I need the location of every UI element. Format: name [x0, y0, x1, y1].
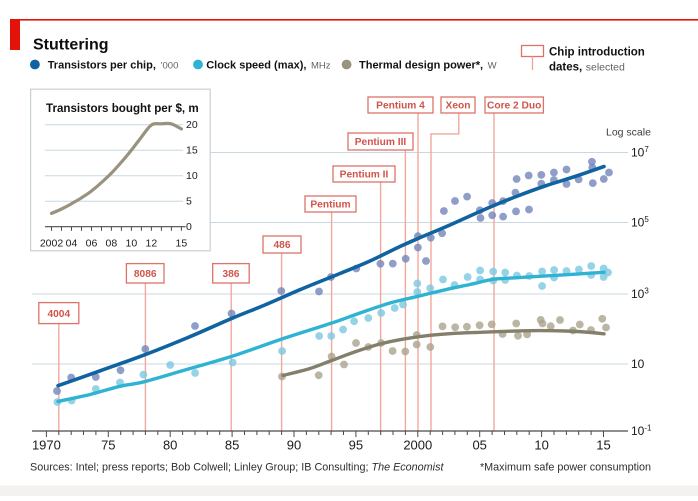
svg-text:486: 486 — [274, 240, 291, 251]
svg-text:05: 05 — [472, 438, 486, 453]
svg-text:Pentium II: Pentium II — [340, 170, 389, 181]
svg-text:4004: 4004 — [47, 309, 70, 320]
svg-text:Xeon: Xeon — [446, 101, 471, 112]
svg-text:12: 12 — [146, 238, 158, 250]
svg-text:15: 15 — [186, 145, 198, 157]
svg-text:*Maximum safe power consumptio: *Maximum safe power consumption — [480, 462, 651, 474]
svg-text:75: 75 — [101, 438, 115, 453]
svg-text:Pentium 4: Pentium 4 — [376, 101, 425, 112]
svg-text:95: 95 — [349, 438, 363, 453]
svg-text:80: 80 — [163, 438, 177, 453]
svg-text:10: 10 — [126, 238, 138, 250]
svg-text:15: 15 — [176, 238, 188, 250]
svg-text:Transistors bought per $, m: Transistors bought per $, m — [46, 102, 199, 115]
svg-text:10: 10 — [534, 438, 548, 453]
svg-text:2002: 2002 — [40, 238, 64, 250]
svg-text:10: 10 — [186, 170, 198, 182]
svg-text:15: 15 — [596, 438, 610, 453]
svg-text:85: 85 — [225, 438, 239, 453]
svg-text:Sources: Intel; press reports;: Sources: Intel; press reports; Bob Colwe… — [30, 462, 444, 474]
svg-text:Chip introduction: Chip introduction — [549, 47, 645, 59]
svg-text:Core 2 Duo: Core 2 Duo — [487, 101, 541, 112]
svg-text:Log scale: Log scale — [606, 127, 651, 139]
svg-text:Clock speed (max),MHz: Clock speed (max), MHz — [206, 60, 331, 72]
svg-text:10: 10 — [631, 357, 645, 371]
svg-text:8086: 8086 — [134, 269, 157, 280]
svg-text:08: 08 — [106, 238, 118, 250]
svg-text:06: 06 — [86, 238, 98, 250]
svg-text:Thermal design power*,W: Thermal design power*, W — [359, 60, 497, 72]
svg-text:2000: 2000 — [403, 438, 432, 453]
svg-text:Stuttering: Stuttering — [33, 37, 109, 54]
svg-text:dates,selected: dates, selected — [549, 62, 625, 74]
svg-text:1970: 1970 — [32, 438, 61, 453]
svg-text:Pentium: Pentium — [310, 200, 350, 211]
svg-text:20: 20 — [186, 119, 198, 131]
svg-text:0: 0 — [186, 221, 192, 233]
svg-text:90: 90 — [287, 438, 301, 453]
svg-text:5: 5 — [186, 196, 192, 208]
svg-text:Transistors per chip,’000: Transistors per chip, ’000 — [48, 60, 179, 72]
svg-text:386: 386 — [222, 269, 239, 280]
svg-text:04: 04 — [66, 238, 78, 250]
svg-text:Pentium III: Pentium III — [355, 137, 407, 148]
